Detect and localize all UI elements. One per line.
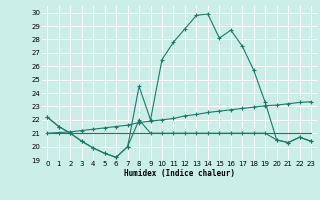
X-axis label: Humidex (Indice chaleur): Humidex (Indice chaleur)	[124, 169, 235, 178]
